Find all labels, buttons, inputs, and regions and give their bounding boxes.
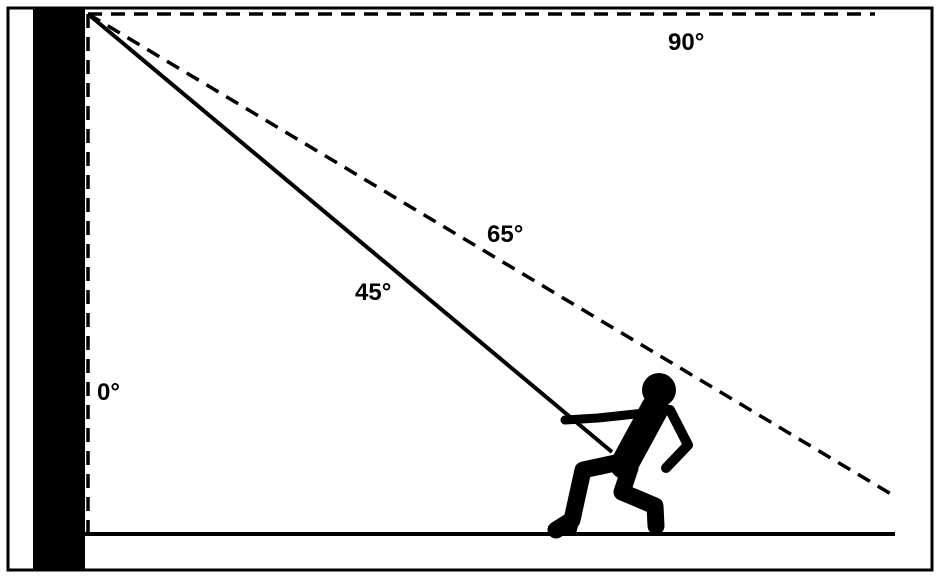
reference-line-65 xyxy=(87,12,897,499)
angle-label-90: 90° xyxy=(668,29,704,56)
angle-label-65: 65° xyxy=(487,221,523,248)
person-pulling-rope-icon xyxy=(547,373,693,539)
diagram-frame xyxy=(6,6,934,572)
wall-post xyxy=(33,8,85,570)
rope-line-45 xyxy=(86,12,614,454)
angle-label-0: 0° xyxy=(97,379,120,406)
angle-label-45: 45° xyxy=(355,279,391,306)
